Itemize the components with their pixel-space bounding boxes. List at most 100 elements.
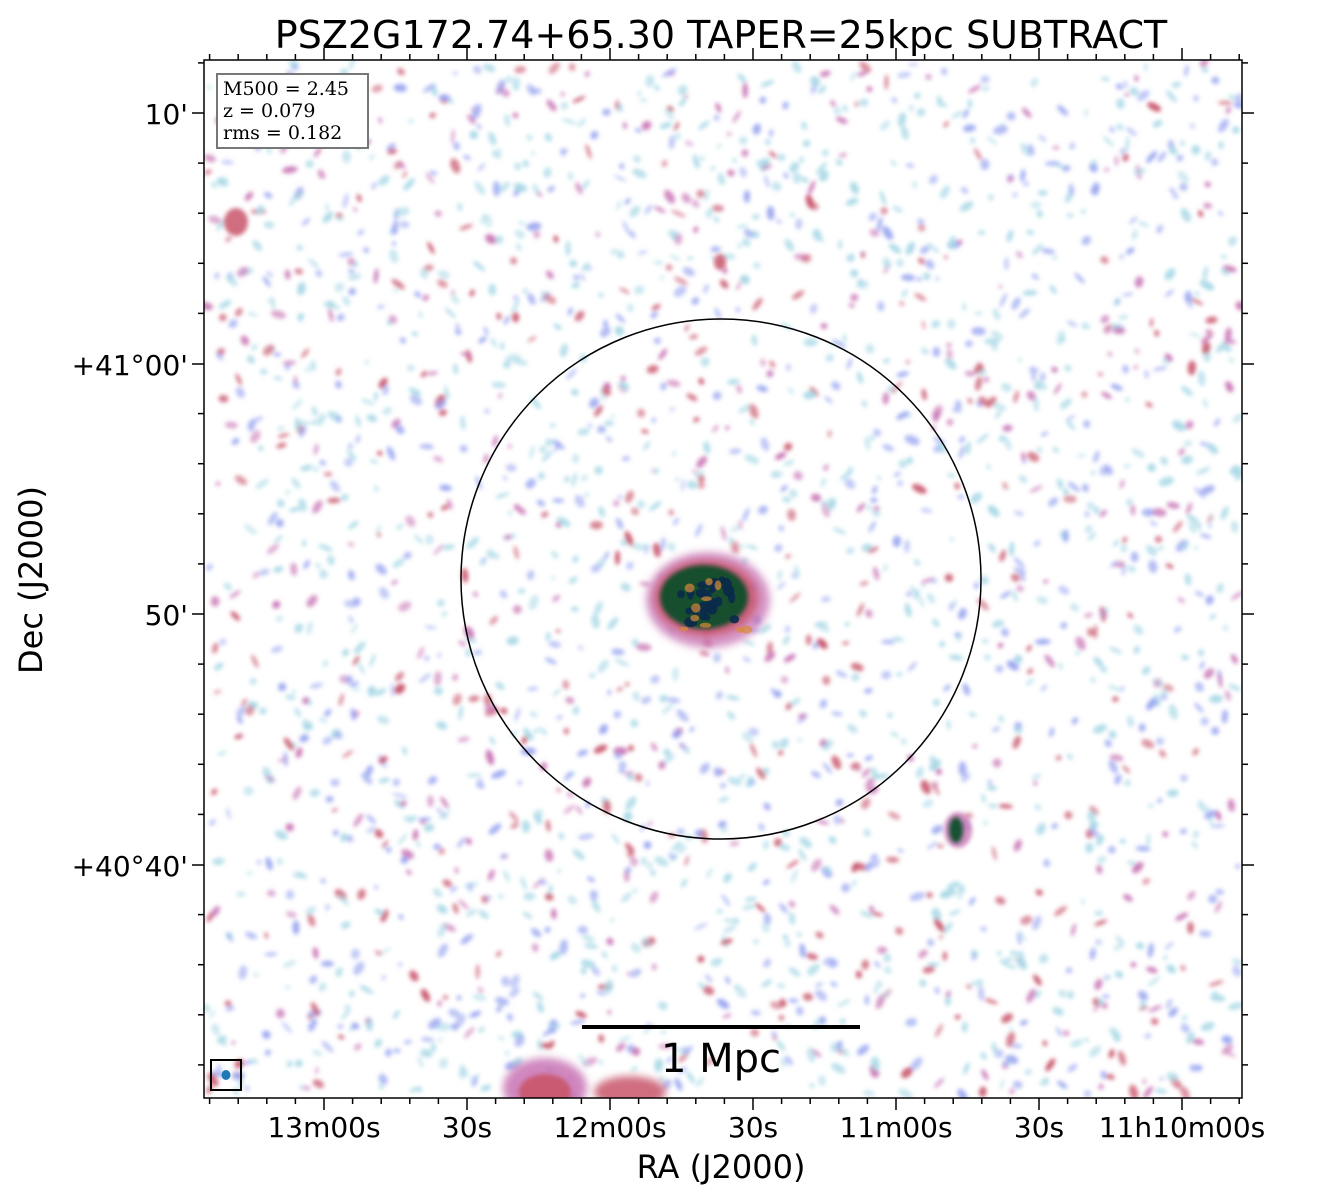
noise-blob [1220,505,1229,520]
noise-blob [943,684,952,692]
noise-blob [732,110,741,123]
noise-blob [544,926,551,934]
noise-blob [312,1049,323,1057]
noise-blob [497,148,502,153]
noise-blob [1179,828,1187,835]
noise-blob [1095,939,1102,946]
noise-blob [872,510,881,517]
noise-blob [574,494,585,508]
noise-blob [810,76,821,86]
noise-blob [764,175,770,188]
noise-blob [1033,396,1039,413]
noise-blob [378,1073,388,1085]
noise-blob [1129,216,1138,225]
noise-blob [677,1066,688,1074]
noise-blob [899,301,905,306]
noise-blob [893,471,901,477]
noise-blob [498,181,510,193]
noise-blob [781,496,792,503]
noise-blob [991,340,998,352]
compact-source [949,817,963,843]
noise-blob [1187,891,1196,901]
noise-blob [570,1019,586,1025]
noise-blob [403,178,415,191]
noise-blob [1138,723,1146,732]
noise-blob [342,193,349,209]
noise-blob [285,823,294,832]
noise-blob [231,437,240,445]
noise-blob [378,377,388,389]
noise-blob [1088,827,1100,838]
noise-blob [1158,749,1167,758]
noise-blob [342,648,350,657]
noise-blob [303,559,310,570]
noise-blob [891,636,904,642]
noise-blob [850,662,864,672]
noise-blob [262,276,271,288]
noise-blob [1100,666,1108,673]
noise-blob [1229,465,1241,476]
noise-blob [344,1004,350,1010]
noise-blob [409,1086,422,1093]
noise-blob [496,312,502,320]
noise-blob [1033,990,1042,999]
noise-blob [578,833,594,840]
noise-blob [1089,947,1096,961]
noise-blob [264,191,273,199]
noise-blob [663,748,671,757]
noise-blob [917,224,926,232]
noise-blob [1043,859,1051,867]
noise-blob [864,687,873,694]
noise-emission-layer [204,60,1242,1098]
noise-blob [407,364,415,372]
noise-blob [1209,994,1226,1002]
noise-blob [1064,811,1073,820]
noise-blob [783,172,789,179]
noise-blob [1152,508,1167,517]
noise-blob [943,255,949,260]
noise-blob [877,475,881,481]
noise-blob [686,480,698,489]
noise-blob [1074,272,1085,284]
noise-blob [602,386,611,397]
noise-blob [538,727,548,736]
noise-blob [235,373,242,386]
noise-blob [355,415,361,427]
noise-blob [545,819,551,832]
noise-blob [378,1084,384,1090]
noise-blob [819,70,831,78]
noise-blob [347,257,356,266]
noise-blob [1018,929,1027,942]
noise-blob [340,493,349,501]
noise-blob [623,811,633,822]
noise-blob [761,922,770,933]
noise-blob [273,566,284,573]
noise-blob [353,641,366,655]
noise-blob [649,501,662,511]
noise-blob [780,676,789,684]
noise-blob [963,1062,970,1075]
noise-blob [364,1017,371,1024]
noise-blob [734,984,747,999]
noise-blob [860,797,871,810]
noise-blob [319,460,326,466]
noise-blob [1068,183,1075,196]
noise-blob [974,311,983,316]
noise-blob [500,707,508,715]
noise-blob [696,189,705,198]
noise-blob [398,601,412,612]
noise-blob [483,63,496,72]
noise-blob [1134,75,1139,82]
noise-blob [1228,94,1238,101]
noise-blob [397,161,406,169]
noise-blob [717,143,722,149]
noise-blob [506,636,519,646]
noise-blob [815,989,828,1002]
noise-blob [822,675,831,685]
noise-blob [1124,779,1131,787]
noise-blob [752,297,763,311]
noise-blob [236,706,246,718]
noise-blob [217,750,227,756]
noise-blob [1137,89,1150,102]
noise-blob [883,563,888,572]
